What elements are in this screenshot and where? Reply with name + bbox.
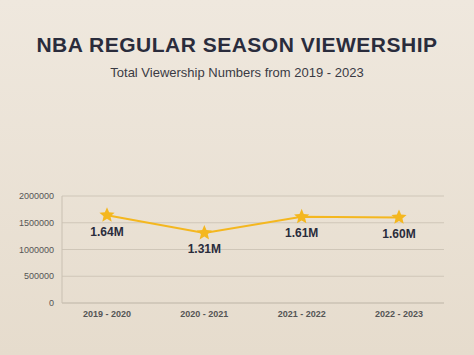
svg-text:2021 - 2022: 2021 - 2022 — [278, 309, 326, 319]
svg-text:2020 - 2021: 2020 - 2021 — [180, 309, 228, 319]
svg-text:1000000: 1000000 — [19, 245, 54, 255]
svg-text:1500000: 1500000 — [19, 218, 54, 228]
svg-text:1.64M: 1.64M — [90, 225, 123, 239]
svg-text:2000000: 2000000 — [19, 191, 54, 201]
svg-text:1.61M: 1.61M — [285, 226, 318, 240]
html-text:Total Viewership Numbers from: Total Viewership Numbers from 2019 - 202… — [110, 65, 364, 80]
svg-text:2022 - 2023: 2022 - 2023 — [375, 309, 423, 319]
svg-text:0: 0 — [49, 298, 54, 308]
svg-text:500000: 500000 — [24, 271, 54, 281]
svg-text:1.60M: 1.60M — [382, 227, 415, 241]
html-text:NBA REGULAR SEASON VIEWERSHIP: NBA REGULAR SEASON VIEWERSHIP — [36, 33, 438, 56]
svg-text:1.31M: 1.31M — [188, 242, 221, 256]
svg-text:2019 - 2020: 2019 - 2020 — [83, 309, 131, 319]
